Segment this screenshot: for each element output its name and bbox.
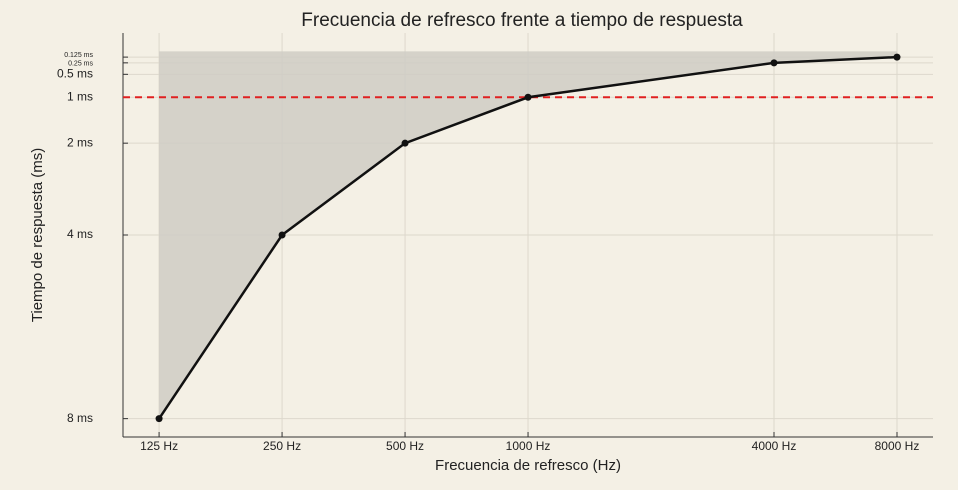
y-tick-label: 4 ms	[67, 227, 93, 241]
x-tick-label: 4000 Hz	[752, 439, 797, 453]
point	[770, 59, 778, 67]
point	[893, 53, 901, 61]
x-tick-label: 500 Hz	[386, 439, 424, 453]
point	[401, 139, 409, 147]
y-tick-label: 0.125 ms	[64, 52, 93, 59]
y-axis-label: Tiempo de respuesta (ms)	[29, 148, 46, 323]
point	[155, 415, 163, 423]
y-tick-label: 0.25 ms	[68, 61, 93, 68]
chart-title: Frecuencia de refresco frente a tiempo d…	[301, 10, 743, 31]
y-tick-label: 2 ms	[67, 135, 93, 149]
x-tick-label: 250 Hz	[263, 439, 301, 453]
point	[524, 93, 532, 101]
y-tick-label: 0.5 ms	[57, 66, 93, 80]
line	[158, 55, 898, 420]
area	[159, 51, 897, 419]
y-tick-label: 8 ms	[67, 411, 93, 425]
x-tick-label: 125 Hz	[140, 439, 178, 453]
x-axis-label: Frecuencia de refresco (Hz)	[435, 457, 621, 474]
y-tick-label: 1 ms	[67, 89, 93, 103]
point	[278, 231, 286, 239]
x-tick-label: 1000 Hz	[506, 439, 551, 453]
x-tick-label: 8000 Hz	[875, 439, 920, 453]
